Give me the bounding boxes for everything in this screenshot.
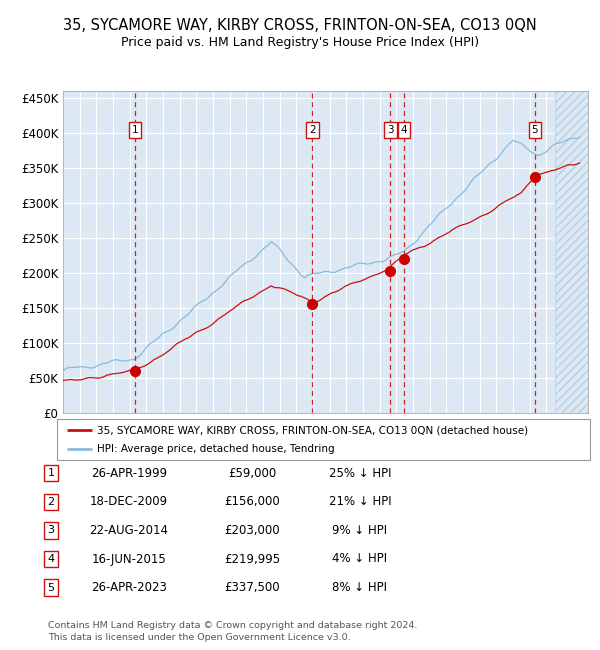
Text: 4% ↓ HPI: 4% ↓ HPI xyxy=(332,552,388,566)
Text: 2: 2 xyxy=(309,125,316,135)
Text: 25% ↓ HPI: 25% ↓ HPI xyxy=(329,467,391,480)
Text: 26-APR-2023: 26-APR-2023 xyxy=(91,581,167,594)
Text: 5: 5 xyxy=(47,582,55,593)
Text: 4: 4 xyxy=(47,554,55,564)
Text: 5: 5 xyxy=(532,125,538,135)
Text: Contains HM Land Registry data © Crown copyright and database right 2024.
This d: Contains HM Land Registry data © Crown c… xyxy=(48,621,418,642)
FancyBboxPatch shape xyxy=(57,419,590,460)
Text: 16-JUN-2015: 16-JUN-2015 xyxy=(92,552,166,566)
Text: 8% ↓ HPI: 8% ↓ HPI xyxy=(332,581,388,594)
Text: £156,000: £156,000 xyxy=(224,495,280,508)
Text: 3: 3 xyxy=(387,125,394,135)
Text: 22-AUG-2014: 22-AUG-2014 xyxy=(89,524,169,537)
Text: 21% ↓ HPI: 21% ↓ HPI xyxy=(329,495,391,508)
Text: 1: 1 xyxy=(131,125,139,135)
Text: 9% ↓ HPI: 9% ↓ HPI xyxy=(332,524,388,537)
Text: 1: 1 xyxy=(47,468,55,478)
Text: 2: 2 xyxy=(47,497,55,507)
Text: £203,000: £203,000 xyxy=(224,524,280,537)
Text: 26-APR-1999: 26-APR-1999 xyxy=(91,467,167,480)
Text: £59,000: £59,000 xyxy=(228,467,276,480)
Text: 18-DEC-2009: 18-DEC-2009 xyxy=(90,495,168,508)
Text: HPI: Average price, detached house, Tendring: HPI: Average price, detached house, Tend… xyxy=(97,444,335,454)
Text: 4: 4 xyxy=(401,125,407,135)
Text: 3: 3 xyxy=(47,525,55,536)
Text: £219,995: £219,995 xyxy=(224,552,280,566)
Text: £337,500: £337,500 xyxy=(224,581,280,594)
Text: Price paid vs. HM Land Registry's House Price Index (HPI): Price paid vs. HM Land Registry's House … xyxy=(121,36,479,49)
Text: 35, SYCAMORE WAY, KIRBY CROSS, FRINTON-ON-SEA, CO13 0QN: 35, SYCAMORE WAY, KIRBY CROSS, FRINTON-O… xyxy=(63,18,537,33)
Text: 35, SYCAMORE WAY, KIRBY CROSS, FRINTON-ON-SEA, CO13 0QN (detached house): 35, SYCAMORE WAY, KIRBY CROSS, FRINTON-O… xyxy=(97,425,528,435)
